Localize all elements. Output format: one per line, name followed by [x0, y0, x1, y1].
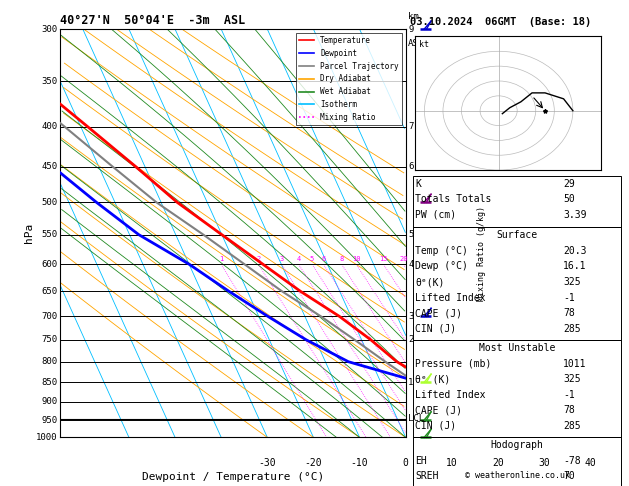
Text: 70: 70: [563, 471, 575, 482]
Text: 3: 3: [408, 312, 413, 321]
Text: 6: 6: [321, 256, 325, 262]
Text: 1011: 1011: [563, 359, 586, 369]
Text: Lifted Index: Lifted Index: [415, 293, 486, 303]
Text: CAPE (J): CAPE (J): [415, 405, 462, 416]
Text: 850: 850: [42, 378, 57, 387]
Text: 650: 650: [42, 287, 57, 296]
Text: 20: 20: [399, 256, 408, 262]
Text: SREH: SREH: [415, 471, 438, 482]
Text: km: km: [408, 12, 419, 21]
Text: 1: 1: [219, 256, 223, 262]
Text: 325: 325: [563, 374, 581, 384]
Text: 800: 800: [42, 357, 57, 366]
Text: ASL: ASL: [408, 39, 424, 49]
Text: 285: 285: [563, 324, 581, 334]
Text: 10: 10: [446, 458, 458, 468]
Text: Most Unstable: Most Unstable: [479, 343, 555, 353]
Text: 700: 700: [42, 312, 57, 321]
Text: EH: EH: [415, 456, 427, 466]
Text: 50: 50: [563, 194, 575, 205]
Text: PW (cm): PW (cm): [415, 210, 456, 220]
Text: CIN (J): CIN (J): [415, 421, 456, 431]
Text: Hodograph: Hodograph: [491, 440, 543, 451]
Text: 15: 15: [379, 256, 387, 262]
Text: 20.3: 20.3: [563, 246, 586, 256]
Text: 20: 20: [492, 458, 504, 468]
Text: -1: -1: [563, 390, 575, 400]
Text: hPa: hPa: [24, 223, 33, 243]
Text: 4: 4: [408, 260, 413, 269]
Text: 300: 300: [42, 25, 57, 34]
Text: 5: 5: [310, 256, 314, 262]
Text: 500: 500: [42, 198, 57, 207]
Text: 6: 6: [408, 162, 413, 171]
Text: 10: 10: [352, 256, 360, 262]
Text: 600: 600: [42, 260, 57, 269]
Text: 29: 29: [563, 179, 575, 189]
Text: 3: 3: [279, 256, 284, 262]
Text: 9: 9: [408, 25, 413, 34]
Text: 900: 900: [42, 397, 57, 406]
Text: θᵉ (K): θᵉ (K): [415, 374, 450, 384]
Text: 8: 8: [340, 256, 343, 262]
Text: Surface: Surface: [496, 230, 538, 241]
Text: 3.39: 3.39: [563, 210, 586, 220]
Text: 5: 5: [408, 230, 413, 239]
Text: 78: 78: [563, 308, 575, 318]
Text: Lifted Index: Lifted Index: [415, 390, 486, 400]
Text: © weatheronline.co.uk: © weatheronline.co.uk: [465, 471, 569, 480]
Text: Mixing Ratio (g/kg): Mixing Ratio (g/kg): [477, 206, 486, 301]
Text: -30: -30: [259, 458, 276, 468]
Text: 350: 350: [42, 77, 57, 86]
Text: -20: -20: [304, 458, 322, 468]
Text: 750: 750: [42, 335, 57, 345]
Text: -10: -10: [351, 458, 369, 468]
Text: 1: 1: [408, 378, 413, 387]
Text: 78: 78: [563, 405, 575, 416]
Legend: Temperature, Dewpoint, Parcel Trajectory, Dry Adiabat, Wet Adiabat, Isotherm, Mi: Temperature, Dewpoint, Parcel Trajectory…: [296, 33, 402, 125]
Text: kt: kt: [419, 40, 429, 49]
Text: 40°27'N  50°04'E  -3m  ASL: 40°27'N 50°04'E -3m ASL: [60, 14, 245, 27]
Text: 7: 7: [408, 122, 413, 131]
Text: 40: 40: [584, 458, 596, 468]
Text: 16.1: 16.1: [563, 261, 586, 272]
Text: Totals Totals: Totals Totals: [415, 194, 491, 205]
Text: 450: 450: [42, 162, 57, 171]
Text: 2: 2: [256, 256, 260, 262]
Text: 1000: 1000: [36, 433, 57, 442]
Text: 4: 4: [296, 256, 301, 262]
Text: 950: 950: [42, 416, 57, 424]
Text: Dewp (°C): Dewp (°C): [415, 261, 468, 272]
Text: 325: 325: [563, 277, 581, 287]
Text: θᵉ(K): θᵉ(K): [415, 277, 445, 287]
Text: Pressure (mb): Pressure (mb): [415, 359, 491, 369]
Text: 30: 30: [538, 458, 550, 468]
Text: 03.10.2024  06GMT  (Base: 18): 03.10.2024 06GMT (Base: 18): [410, 17, 591, 27]
Text: 2: 2: [408, 335, 413, 345]
Text: -78: -78: [563, 456, 581, 466]
Text: -1: -1: [563, 293, 575, 303]
Text: Temp (°C): Temp (°C): [415, 246, 468, 256]
Text: 400: 400: [42, 122, 57, 131]
Text: LCL: LCL: [408, 415, 424, 423]
Text: K: K: [415, 179, 421, 189]
Text: 550: 550: [42, 230, 57, 239]
Text: 285: 285: [563, 421, 581, 431]
Text: 0: 0: [403, 458, 409, 468]
Text: CIN (J): CIN (J): [415, 324, 456, 334]
Text: Dewpoint / Temperature (°C): Dewpoint / Temperature (°C): [142, 472, 324, 482]
Text: CAPE (J): CAPE (J): [415, 308, 462, 318]
